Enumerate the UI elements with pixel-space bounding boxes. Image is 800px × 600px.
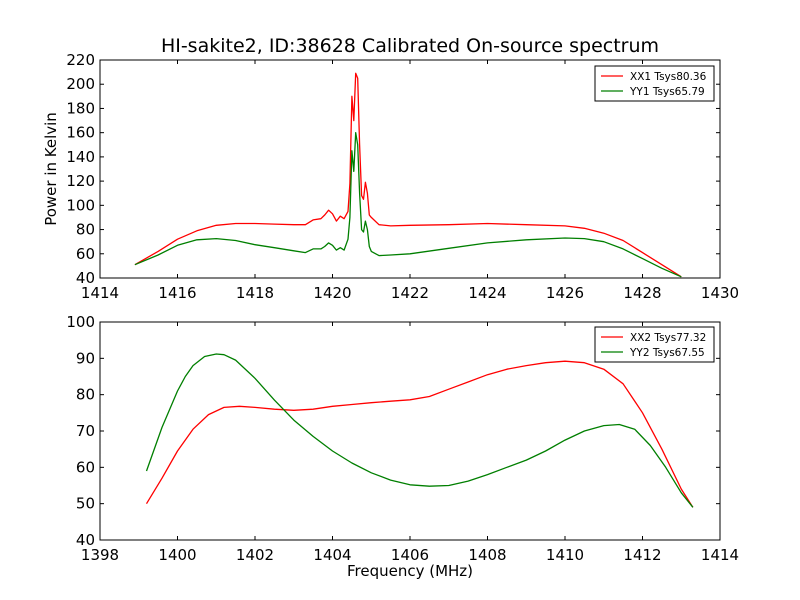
x-tick-label: 1414 — [81, 284, 119, 302]
y-tick-label: 220 — [66, 51, 95, 69]
bottom-plot: 1398 1400 1402 1404 1406 1408 1410 1412 1414 40 50… — [66, 313, 739, 580]
y-tick-label: 60 — [76, 245, 95, 263]
legend-label: XX1 Tsys80.36 — [630, 71, 707, 83]
legend-box — [594, 65, 715, 102]
y-tick-label: 120 — [66, 172, 95, 190]
y-tick-label: 100 — [66, 196, 95, 214]
series-line-2 — [134, 132, 682, 278]
x-tick-label: 1412 — [623, 546, 661, 564]
x-tick-label: 1426 — [546, 284, 584, 302]
x-tick-label: 1398 — [81, 546, 119, 564]
y-tick-label: 100 — [66, 313, 95, 331]
y-tick-label: 80 — [76, 386, 95, 404]
chart-title: HI-sakite2, ID:38628 Calibrated On-sourc… — [161, 35, 659, 57]
y-tick-label: 80 — [76, 221, 95, 239]
x-tick-label: 1404 — [313, 546, 351, 564]
x-tick-label: 1402 — [236, 546, 274, 564]
legend-label: YY1 Tsys65.79 — [629, 86, 705, 98]
legend-box — [594, 326, 715, 363]
x-tick-label: 1422 — [391, 284, 429, 302]
x-tick-label: 1420 — [313, 284, 351, 302]
legend-label: XX2 Tsys77.32 — [630, 332, 706, 344]
x-tick-label: 1400 — [158, 546, 196, 564]
legend-label: YY2 Tsys67.55 — [629, 347, 705, 359]
series-line-2 — [145, 353, 694, 508]
series-line-1 — [145, 360, 694, 508]
top-plot: 1414 1416 1418 1420 1422 1424 1426 1428 1430 40 60… — [42, 51, 739, 302]
y-tick-label: 200 — [66, 75, 95, 93]
x-tick-label: 1424 — [468, 284, 506, 302]
series-line-1 — [134, 72, 682, 278]
y-tick-label: 40 — [76, 269, 95, 287]
x-axis-label: Frequency (MHz) — [347, 562, 473, 580]
x-tick-label: 1430 — [701, 284, 739, 302]
x-tick-label: 1416 — [158, 284, 196, 302]
x-tick-label: 1428 — [623, 284, 661, 302]
y-tick-label: 140 — [66, 148, 95, 166]
x-tick-label: 1406 — [391, 546, 429, 564]
x-tick-label: 1408 — [468, 546, 506, 564]
x-tick-label: 1418 — [236, 284, 274, 302]
y-tick-label: 160 — [66, 124, 95, 142]
y-tick-label: 70 — [76, 422, 95, 440]
y-axis-label: Power in Kelvin — [42, 112, 60, 226]
x-tick-label: 1414 — [701, 546, 739, 564]
y-tick-label: 180 — [66, 99, 95, 117]
x-tick-label: 1410 — [546, 546, 584, 564]
y-tick-label: 40 — [76, 531, 95, 549]
y-tick-label: 90 — [76, 349, 95, 367]
y-tick-label: 50 — [76, 495, 95, 513]
y-tick-label: 60 — [76, 458, 95, 476]
